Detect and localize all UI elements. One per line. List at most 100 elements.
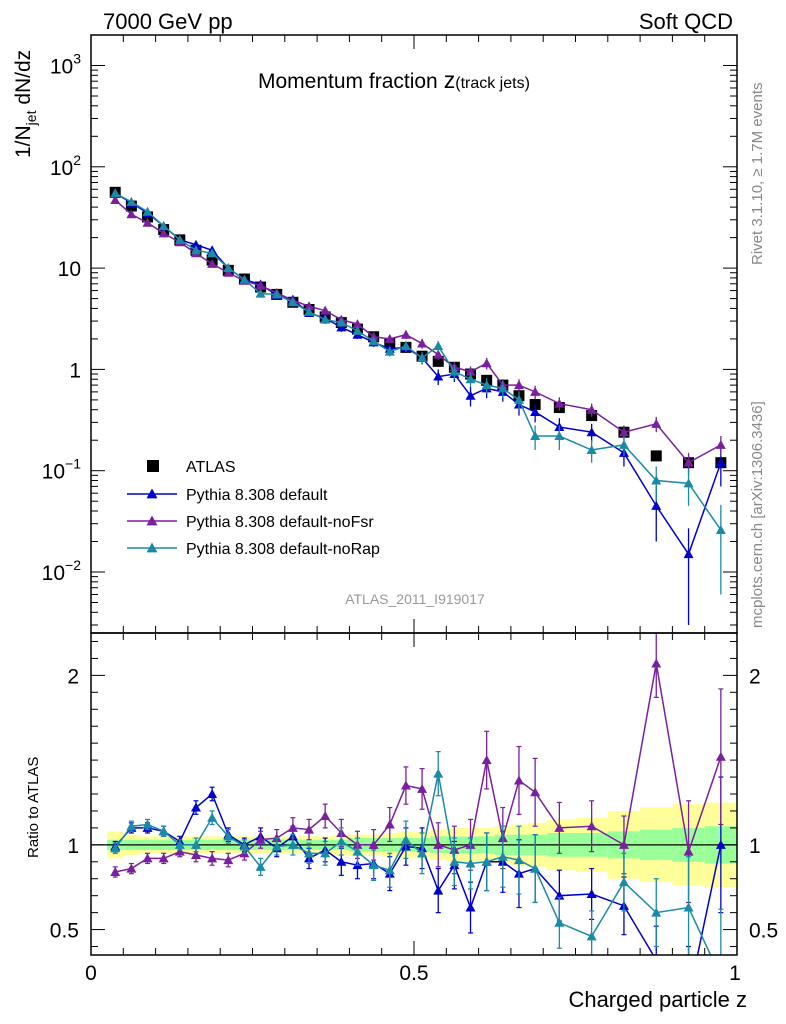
ratio-point <box>417 783 428 793</box>
legend-marker <box>146 542 158 553</box>
energy-label: 7000 GeV pp <box>103 9 233 34</box>
ratio-point <box>651 955 661 964</box>
ratio-point <box>320 848 331 858</box>
ratio-point <box>586 821 597 831</box>
ratio-y-tick-label-left: 2 <box>67 665 79 688</box>
ratio-point <box>530 863 541 873</box>
ratio-point <box>497 851 508 861</box>
ratio-point <box>481 856 492 866</box>
data-point <box>271 289 282 299</box>
data-point <box>683 457 694 467</box>
data-point <box>651 475 662 485</box>
data-point <box>142 217 153 227</box>
ratio-y-tick-label-left: 1 <box>67 835 79 858</box>
data-point <box>304 301 315 311</box>
data-point <box>368 336 379 346</box>
data-point <box>239 274 250 284</box>
data-point <box>554 398 565 408</box>
atlas-point <box>432 355 444 367</box>
ratio-point <box>554 822 565 832</box>
ratio-point <box>336 856 347 866</box>
legend-marker <box>146 515 158 526</box>
series-default <box>110 188 726 625</box>
data-point <box>304 306 315 316</box>
ratio-point <box>142 853 153 863</box>
ratio-point <box>481 755 492 765</box>
ratio-point <box>110 843 121 853</box>
ratio-point <box>255 861 266 871</box>
data-point <box>683 478 694 488</box>
ratio-point <box>716 972 726 981</box>
y-tick-label: 1 <box>69 359 81 382</box>
ratio-point <box>618 839 629 849</box>
legend-label: ATLAS <box>186 459 236 476</box>
data-point <box>586 427 597 437</box>
ratio-point <box>207 812 218 822</box>
ratio-point <box>683 846 694 856</box>
ratio-point <box>126 863 137 873</box>
ratio-point <box>304 824 315 834</box>
data-point <box>207 258 218 268</box>
process-label: Soft QCD <box>639 9 733 34</box>
ratio-point <box>618 877 629 887</box>
ratio-point <box>384 819 395 829</box>
series-nofsr <box>110 195 726 476</box>
x-tick-label: 1 <box>729 962 741 985</box>
data-point <box>433 341 444 351</box>
mcplots-label: mcplots.cern.ch [arXiv:1306.3436] <box>749 401 766 628</box>
ratio-point <box>320 811 331 821</box>
ratio-point <box>207 789 218 798</box>
data-point <box>190 239 201 249</box>
ratio-point <box>465 858 476 868</box>
ratio-series-norap <box>110 751 726 981</box>
analysis-id: ATLAS_2011_I919017 <box>345 591 485 607</box>
data-point <box>126 196 137 206</box>
data-point <box>465 366 476 376</box>
data-point <box>449 366 460 376</box>
data-point <box>126 209 137 219</box>
data-point <box>465 390 476 400</box>
ratio-point <box>190 850 201 860</box>
y-tick-label: 10−1 <box>42 456 82 484</box>
data-point <box>320 314 331 324</box>
y-tick-label: 103 <box>50 50 81 78</box>
ratio-point <box>352 846 363 856</box>
ratio-y-tick-label-right: 1 <box>749 835 761 858</box>
data-point <box>336 317 347 327</box>
data-point <box>417 338 428 348</box>
ratio-point <box>586 931 597 941</box>
ratio-point <box>513 775 524 785</box>
legend-label: Pythia 8.308 default <box>186 487 328 504</box>
ratio-point <box>715 839 726 849</box>
data-point <box>554 431 565 441</box>
ratio-point <box>384 865 395 875</box>
data-point <box>110 195 121 205</box>
data-point <box>586 445 597 455</box>
ratio-point <box>158 826 169 836</box>
data-point <box>320 305 331 315</box>
ratio-point <box>271 841 282 851</box>
x-axis-label: Charged particle z <box>568 987 747 1012</box>
data-point <box>513 380 524 390</box>
ratio-point <box>715 751 726 761</box>
data-point <box>481 358 492 368</box>
data-point <box>352 325 363 335</box>
data-point <box>255 280 266 290</box>
ratio-point <box>368 839 379 849</box>
data-point <box>497 383 508 393</box>
ratio-point <box>465 902 476 912</box>
ratio-point <box>417 848 428 858</box>
data-point <box>651 418 662 428</box>
data-point <box>384 346 395 356</box>
ratio-point <box>287 839 298 849</box>
data-point <box>513 394 524 404</box>
ratio-point <box>651 658 662 668</box>
y-tick-label: 102 <box>50 152 81 180</box>
data-point <box>158 221 169 231</box>
ratio-point <box>683 902 694 912</box>
ratio-point <box>554 917 565 927</box>
ratio-point <box>239 841 250 851</box>
data-point <box>715 457 726 467</box>
data-point <box>384 333 395 343</box>
